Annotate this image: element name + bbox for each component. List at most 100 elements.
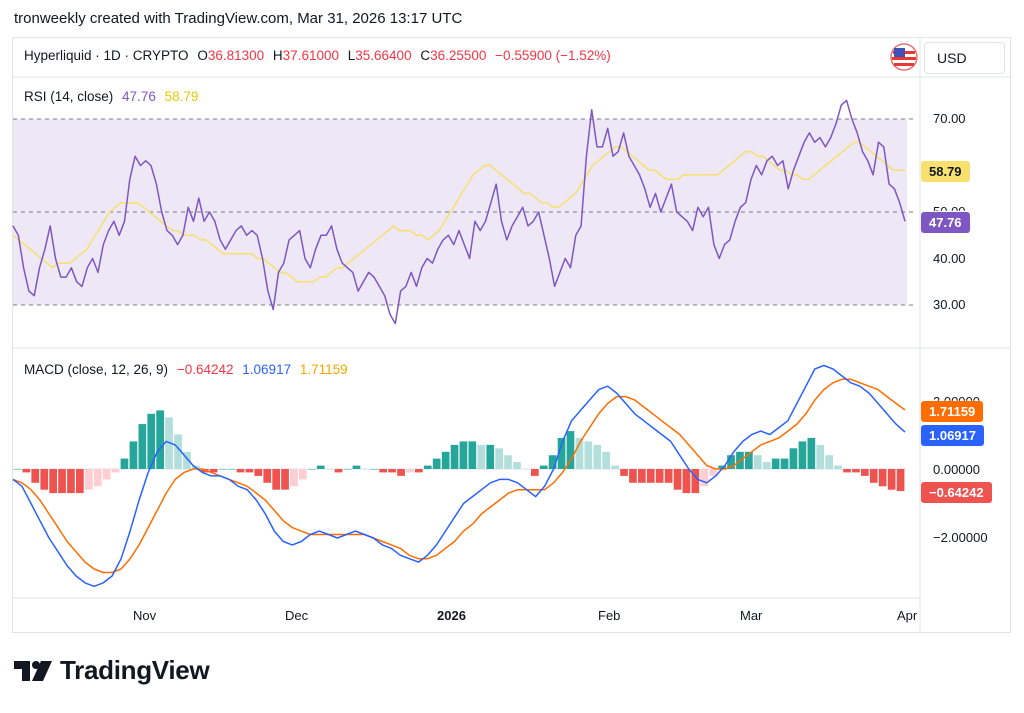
macd-hist-bar (896, 469, 905, 492)
rsi-legend[interactable]: RSI (14, close) 47.76 58.79 (24, 89, 203, 104)
macd-label: MACD (close, 12, 26, 9) (24, 362, 169, 377)
macd-hist-bar (343, 469, 352, 470)
macd-hist-bar (655, 469, 664, 483)
macd-hist-bar (245, 469, 254, 473)
macd-hist-bar (861, 469, 869, 476)
macd-hist-bar (593, 444, 602, 469)
macd-hist-bar (459, 441, 468, 469)
macd-hist-bar (620, 469, 628, 476)
macd-hist-bar (22, 469, 31, 473)
symbol-legend[interactable]: Hyperliquid · 1D · CRYPTO O36.81300 H37.… (24, 48, 616, 63)
rsi-ma-value: 58.79 (164, 89, 199, 104)
macd-hist-bar (397, 469, 405, 476)
macd-hist-bar (522, 469, 530, 470)
macd-hist-bar (709, 469, 718, 476)
rsi-ma-price-tag: 58.79 (921, 161, 970, 182)
macd-hist-bar (834, 465, 842, 469)
macd-hist-bar (147, 413, 156, 469)
macd-hist-bar (49, 469, 57, 494)
tradingview-logo[interactable]: TradingView (14, 655, 210, 686)
macd-hist-bar (93, 469, 102, 487)
macd-hist-bar (852, 469, 860, 473)
signal-price-tag: 1.71159 (921, 401, 984, 422)
macd-hist-bar (174, 434, 182, 469)
macd-hist-value: −0.64242 (176, 362, 234, 377)
close-value: C36.25500 (420, 48, 487, 63)
us-flag-icon[interactable] (889, 42, 919, 72)
macd-hist-bar (789, 448, 798, 469)
macd-tick-0: 0.00000 (933, 462, 980, 477)
macd-hist-bar (557, 437, 566, 469)
macd-hist-bar (548, 455, 557, 469)
macd-hist-bar (379, 469, 387, 473)
currency-selector[interactable]: USD (924, 42, 1005, 74)
macd-hist-bar (361, 469, 370, 470)
macd-hist-bar (762, 462, 771, 469)
macd-hist-bar (843, 469, 851, 473)
macd-line-value: 1.06917 (242, 362, 292, 377)
open-value: O36.81300 (197, 48, 265, 63)
macd-hist-bar (673, 469, 682, 490)
macd-hist-bar (76, 469, 84, 494)
macd-hist-bar (388, 469, 396, 473)
macd-hist-bar (629, 469, 637, 483)
macd-hist-bar (209, 469, 218, 473)
rsi-ma-line (12, 141, 905, 283)
macd-hist-bar (406, 469, 414, 473)
macd-hist-bar (13, 469, 22, 470)
macd-hist-bar (111, 469, 120, 473)
macd-tick-2: 2.00000 (933, 394, 980, 401)
macd-hist-bar (700, 469, 709, 487)
macd-hist-bar (816, 444, 825, 469)
x-label-feb: Feb (598, 608, 621, 623)
macd-hist-bar (441, 451, 450, 470)
high-value: H37.61000 (272, 48, 339, 63)
chart-frame (12, 37, 1011, 633)
macd-hist-bar (531, 469, 539, 476)
macd-hist-bar (263, 469, 272, 483)
low-value: L35.66400 (347, 48, 412, 63)
macd-hist-bar (887, 469, 896, 490)
macd-hist-bar (415, 469, 423, 473)
macd-hist-bar (290, 469, 298, 487)
x-label-nov: Nov (133, 608, 157, 623)
macd-hist-bar (718, 465, 726, 469)
x-label-mar: Mar (740, 608, 763, 623)
macd-hist-bar (450, 444, 459, 469)
macd-hist-bar (566, 431, 575, 469)
rsi-label: RSI (14, close) (24, 89, 114, 104)
macd-hist-bar (308, 469, 316, 470)
macd-hist-bar (370, 469, 379, 470)
macd-hist-bar (584, 441, 593, 469)
macd-hist-bar (798, 441, 807, 469)
rsi-tick-50: 50.00 (933, 204, 966, 211)
macd-line (12, 364, 906, 588)
macd-signal-line (12, 378, 906, 574)
rsi-tick-70: 70.00 (933, 111, 966, 126)
macd-hist-bar (727, 455, 735, 469)
macd-hist-bar (236, 469, 245, 473)
macd-hist-bar (102, 469, 111, 480)
macd-hist-bar (638, 469, 646, 483)
rsi-band (13, 119, 907, 305)
change-value: −0.55900 (−1.52%) (495, 48, 611, 63)
rsi-tick-40: 40.00 (933, 251, 966, 266)
macd-hist-bar (486, 444, 495, 469)
macd-hist-bar (31, 469, 40, 483)
hist-price-tag: −0.64242 (921, 482, 992, 503)
macd-hist-bar (156, 410, 164, 469)
macd-hist-bar (646, 469, 655, 483)
macd-hist-bar (504, 455, 512, 469)
macd-hist-bar (58, 469, 66, 494)
macd-hist-bar (352, 465, 361, 469)
tradingview-brand-name: TradingView (60, 655, 210, 685)
macd-hist-bar (754, 455, 762, 469)
macd-hist-bar (780, 458, 789, 469)
macd-hist-bar (40, 469, 49, 490)
macd-hist-bar (183, 451, 191, 470)
x-label-dec: Dec (285, 608, 309, 623)
macd-price-tag: 1.06917 (921, 425, 984, 446)
macd-legend[interactable]: MACD (close, 12, 26, 9) −0.64242 1.06917… (24, 362, 353, 377)
macd-hist-bar (468, 441, 477, 469)
